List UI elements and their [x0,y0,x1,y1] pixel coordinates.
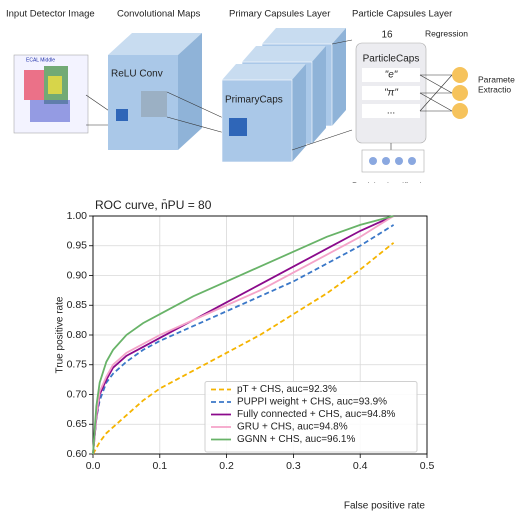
caps-row-label: "π" [384,88,398,99]
series-line [92,242,395,455]
y-axis-label: True positive rate [55,296,66,373]
x-tick-label: 0.4 [353,460,368,472]
hit-map [24,70,44,100]
legend-label: pT + CHS, auc=92.3% [237,384,337,395]
legend-label: PUPPI weight + CHS, auc=93.9% [237,397,387,408]
kernel [141,91,167,117]
caps-count: 16 [381,30,393,41]
y-tick-label: 0.80 [67,329,88,341]
regression-node [452,85,468,101]
caps-stack [221,28,346,163]
y-tick-label: 0.65 [67,418,88,430]
y-tick-label: 0.75 [67,359,88,371]
class-node [369,157,377,165]
caps-row-label: ... [387,106,395,117]
x-tick-label: 0.2 [219,460,234,472]
x-tick-label: 0.3 [286,460,301,472]
parameter-label: Paramete [478,74,515,84]
class-node [382,157,390,165]
kernel [116,109,128,121]
class-box [361,149,425,173]
y-tick-label: 1.00 [67,210,88,222]
caps-row [362,86,420,100]
connector [291,129,353,151]
connector [166,91,233,123]
header: Input Detector Image [6,9,95,20]
header: Particle Capsules Layer [352,9,452,20]
caps-title: ParticleCaps [363,54,420,65]
x-tick-label: 0.5 [420,460,435,472]
x-tick-label: 0.0 [86,460,101,472]
legend-label: Fully connected + CHS, auc=94.8% [237,409,396,420]
parameter-label: Extractio [478,84,511,94]
x-axis-label: False positive rate [344,501,426,512]
axes-frame [92,215,428,455]
y-tick-label: 0.95 [67,240,88,252]
legend-label: GRU + CHS, auc=94.8% [237,422,348,433]
chart-title: ROC curve, n̄PU = 80 [95,198,212,212]
cube-top [108,33,202,55]
connector [331,39,353,45]
connector [166,116,233,136]
series-line [92,215,394,455]
legend-box [204,381,418,453]
caps-row [362,104,420,118]
class-node [395,157,403,165]
caps-row [362,68,420,82]
series-line [92,224,395,455]
inset-label: ECAL Middle [26,57,55,63]
hit-map [48,76,62,94]
primary-label: PrimaryCaps [225,95,283,106]
caps-row-label: "e" [385,70,398,81]
series-line [92,215,395,455]
header: Primary Capsules Layer [229,9,330,20]
hit-map [30,100,70,122]
relu-label: ReLU Conv [111,69,163,80]
regression-node [452,67,468,83]
header: Convolutional Maps [117,9,201,20]
crop-edge [340,183,440,189]
regression-node [452,103,468,119]
y-tick-label: 0.90 [67,269,88,281]
series-line [92,215,394,455]
x-tick-label: 0.1 [152,460,167,472]
class-node [408,157,416,165]
y-tick-label: 0.70 [67,388,88,400]
y-tick-label: 0.60 [67,448,88,460]
legend-label: GGNN + CHS, auc=96.1% [237,434,355,445]
plot: 0.0 0.1 0.2 0.3 0.4 0.5 0.60 0.65 0.70 0.75 0.80 0.… [67,210,435,472]
regression-links [419,74,453,112]
cube-side [178,33,202,150]
y-tick-label: 0.85 [67,299,88,311]
regression-label: Regression [425,28,468,38]
